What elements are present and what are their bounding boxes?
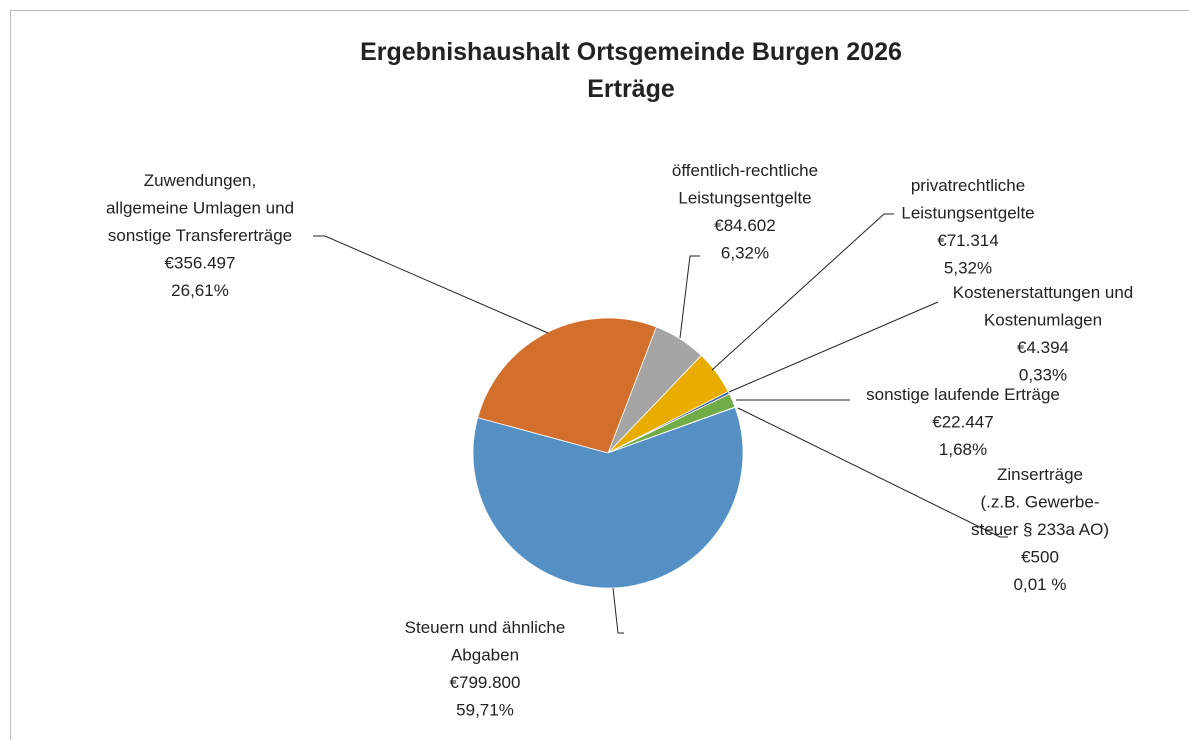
percentage-label: 6,32% [721, 244, 769, 263]
text-line: privatrechtliche [911, 176, 1025, 195]
value-label: €799.800 [450, 673, 521, 692]
text-line: 59,71% [456, 701, 514, 720]
leader-line [728, 301, 939, 393]
percentage-label: 26,61% [171, 281, 229, 300]
pie-slice [472, 406, 744, 589]
text-line: öffentlich-rechtliche [672, 161, 818, 180]
text-line: Zuwendungen, [144, 171, 256, 190]
category-label: privatrechtliche Leistungsentgelte [901, 176, 1034, 223]
value-label: €4.394 [1017, 338, 1069, 357]
text-line: €71.314 [937, 231, 998, 250]
percentage-label: 0,33% [1019, 366, 1067, 385]
text-line: €799.800 [450, 673, 521, 692]
value-label: €71.314 [937, 231, 998, 250]
percentage-label: 1,68% [939, 440, 987, 459]
text-line: sonstige Transfererträge [108, 226, 292, 245]
text-line: €84.602 [714, 216, 775, 235]
text-line: Kostenerstattungen und [953, 283, 1134, 302]
percentage-label: 0,01 % [1014, 575, 1067, 594]
text-line: €22.447 [932, 413, 993, 432]
chart-title: Ergebnishaushalt Ortsgemeinde Burgen 202… [360, 38, 902, 103]
text-line: €356.497 [165, 254, 236, 273]
text-line: 1,68% [939, 440, 987, 459]
category-label: Steuern und ähnliche Abgaben [405, 618, 566, 665]
value-label: €22.447 [932, 413, 993, 432]
text-line: Abgaben [451, 646, 519, 665]
text-line: 5,32% [944, 259, 992, 278]
text-line: Kostenumlagen [984, 311, 1102, 330]
category-label: öffentlich-rechtliche Leistungsentgelte [672, 161, 818, 208]
leader-line [711, 213, 894, 371]
leader-line [737, 407, 1008, 538]
text-line: Steuern und ähnliche [405, 618, 566, 637]
text-line: Leistungsentgelte [901, 204, 1034, 223]
text-line: €4.394 [1017, 338, 1069, 357]
leader-line [679, 255, 700, 339]
text-line: 6,32% [721, 244, 769, 263]
percentage-label: 59,71% [456, 701, 514, 720]
value-label: €500 [1021, 548, 1059, 567]
text-line: Zinserträge [997, 465, 1083, 484]
text-line: Erträge [587, 75, 675, 103]
text-line: 0,01 % [1014, 575, 1067, 594]
percentage-label: 5,32% [944, 259, 992, 278]
category-label: Kostenerstattungen und Kostenumlagen [953, 283, 1134, 330]
text-line: (.z.B. Gewerbe- [980, 493, 1099, 512]
text-line: sonstige laufende Erträge [866, 385, 1060, 404]
text-line: allgemeine Umlagen und [106, 199, 294, 218]
category-label: sonstige laufende Erträge [866, 385, 1060, 404]
leader-line [612, 587, 624, 634]
text-line: steuer § 233a AO) [971, 520, 1109, 539]
text-line: 0,33% [1019, 366, 1067, 385]
text-line: €500 [1021, 548, 1059, 567]
text-line: 26,61% [171, 281, 229, 300]
category-label: Zuwendungen, allgemeine Umlagen und sonsti… [106, 171, 294, 245]
category-label: Zinserträge (.z.B. Gewerbe-steuer § 233a … [971, 465, 1109, 539]
value-label: €356.497 [165, 254, 236, 273]
leader-line [313, 235, 549, 334]
value-label: €84.602 [714, 216, 775, 235]
text-line: Leistungsentgelte [678, 189, 811, 208]
text-line: Ergebnishaushalt Ortsgemeinde Burgen 202… [360, 38, 902, 66]
